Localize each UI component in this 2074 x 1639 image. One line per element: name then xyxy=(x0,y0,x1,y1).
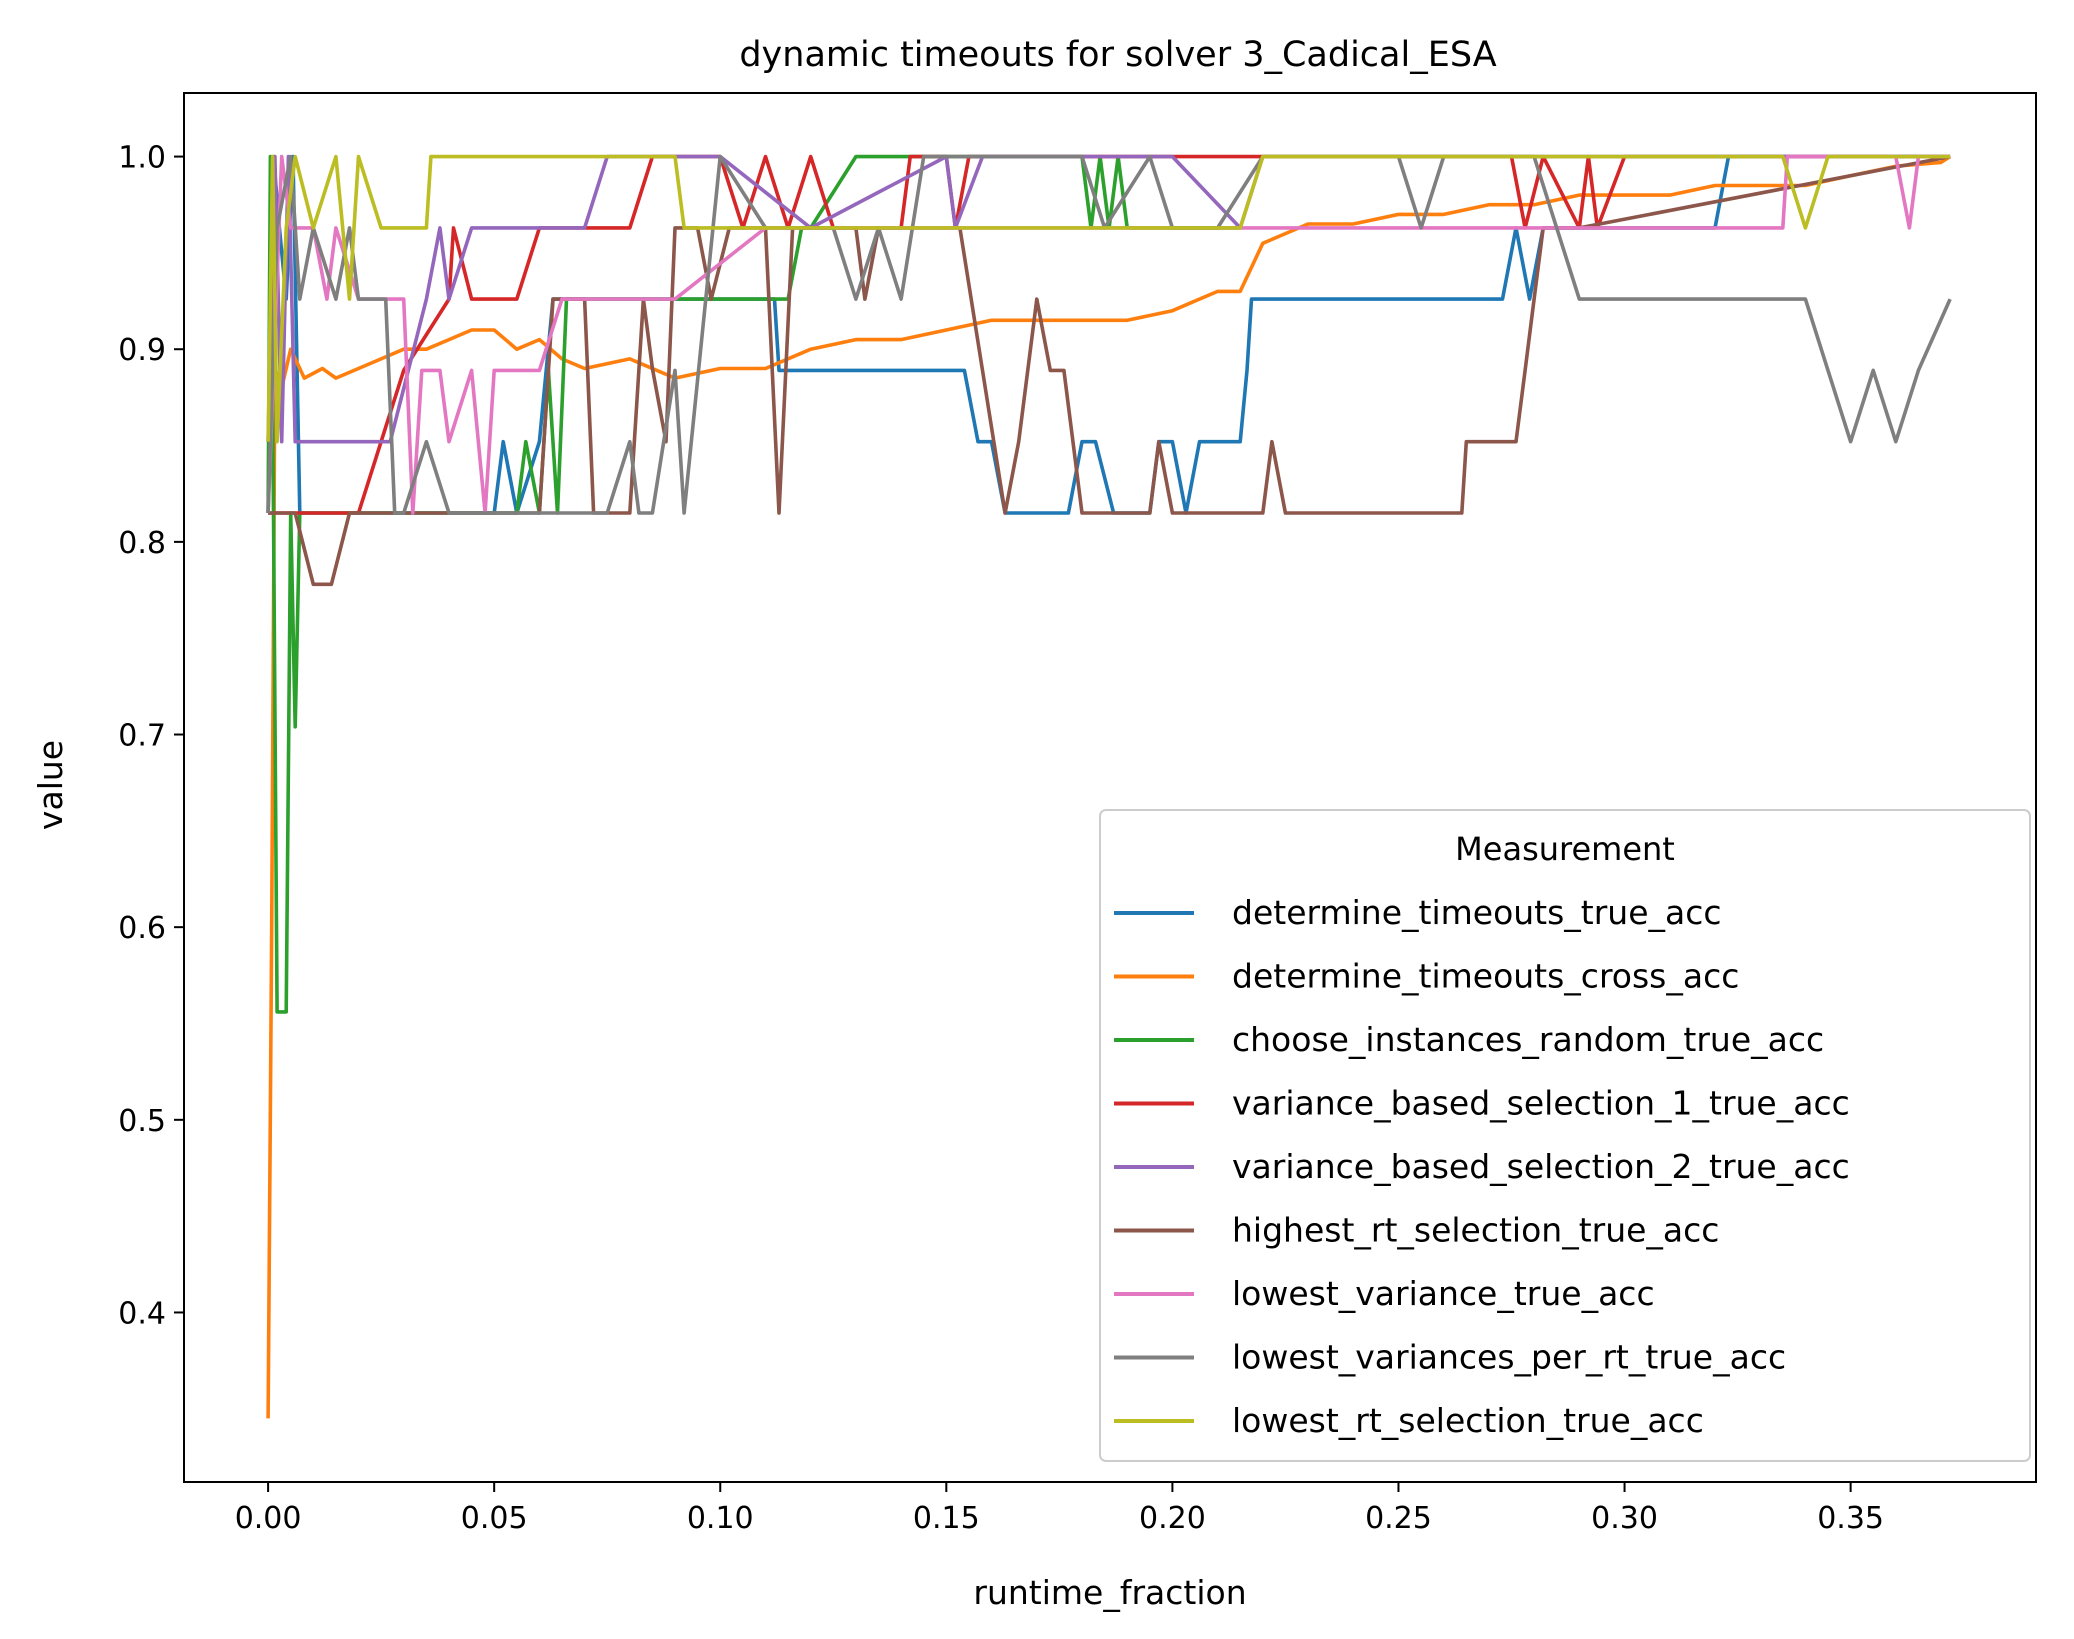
x-tick-label: 0.10 xyxy=(687,1501,754,1536)
series-line-2 xyxy=(266,155,1952,1419)
series-line-4 xyxy=(268,154,1951,515)
x-tick-label: 0.30 xyxy=(1591,1501,1658,1536)
legend-entry-label: determine_timeouts_true_acc xyxy=(1232,893,1722,932)
y-tick-label: 0.7 xyxy=(118,719,166,754)
legend-entry-label: choose_instances_random_true_acc xyxy=(1232,1020,1824,1059)
legend-entry-label: determine_timeouts_cross_acc xyxy=(1232,957,1739,996)
series-line-5 xyxy=(266,154,1951,444)
legend-entry-label: lowest_variances_per_rt_true_acc xyxy=(1232,1338,1786,1377)
x-tick-label: 0.05 xyxy=(461,1501,528,1536)
legend: Measurement determine_timeouts_true_accde… xyxy=(1099,809,2031,1462)
y-tick-label: 0.4 xyxy=(118,1296,166,1331)
legend-box xyxy=(1099,809,2031,1462)
y-tick-label: 0.8 xyxy=(118,526,166,561)
x-tick-label: 0.25 xyxy=(1365,1501,1432,1536)
x-tick-label: 0.15 xyxy=(913,1501,980,1536)
y-tick-label: 1.0 xyxy=(118,141,166,176)
x-axis-label: runtime_fraction xyxy=(973,1573,1246,1612)
plot-frame xyxy=(183,92,2037,1483)
y-axis: 0.4 0.5 0.6 0.7 0.8 0.9 1.0 xyxy=(118,141,184,1331)
y-tick-label: 0.5 xyxy=(118,1104,166,1139)
legend-title: Measurement xyxy=(1455,830,1675,868)
plot-lines xyxy=(266,154,1952,1419)
y-tick-label: 0.9 xyxy=(118,333,166,368)
series-line-7 xyxy=(266,154,1951,515)
legend-entry-label: variance_based_selection_2_true_acc xyxy=(1232,1147,1850,1186)
x-axis: 0.00 0.05 0.10 0.15 0.20 0.25 0.30 0.35 xyxy=(235,1482,1884,1536)
y-axis-label: value xyxy=(31,740,70,830)
series-line-1 xyxy=(266,154,1951,515)
x-tick-label: 0.35 xyxy=(1817,1501,1884,1536)
y-tick-label: 0.6 xyxy=(118,911,166,946)
legend-entry-label: variance_based_selection_1_true_acc xyxy=(1232,1084,1850,1123)
chart-title: dynamic timeouts for solver 3_Cadical_ES… xyxy=(739,35,1496,75)
x-tick-label: 0.00 xyxy=(235,1501,302,1536)
series-line-3 xyxy=(266,154,1241,1014)
series-line-8 xyxy=(266,154,1952,515)
series-line-9 xyxy=(266,154,1951,444)
legend-entry-label: highest_rt_selection_true_acc xyxy=(1232,1211,1719,1250)
legend-entry-label: lowest_rt_selection_true_acc xyxy=(1232,1401,1704,1440)
x-tick-label: 0.20 xyxy=(1139,1501,1206,1536)
legend-entry-label: lowest_variance_true_acc xyxy=(1232,1274,1655,1313)
